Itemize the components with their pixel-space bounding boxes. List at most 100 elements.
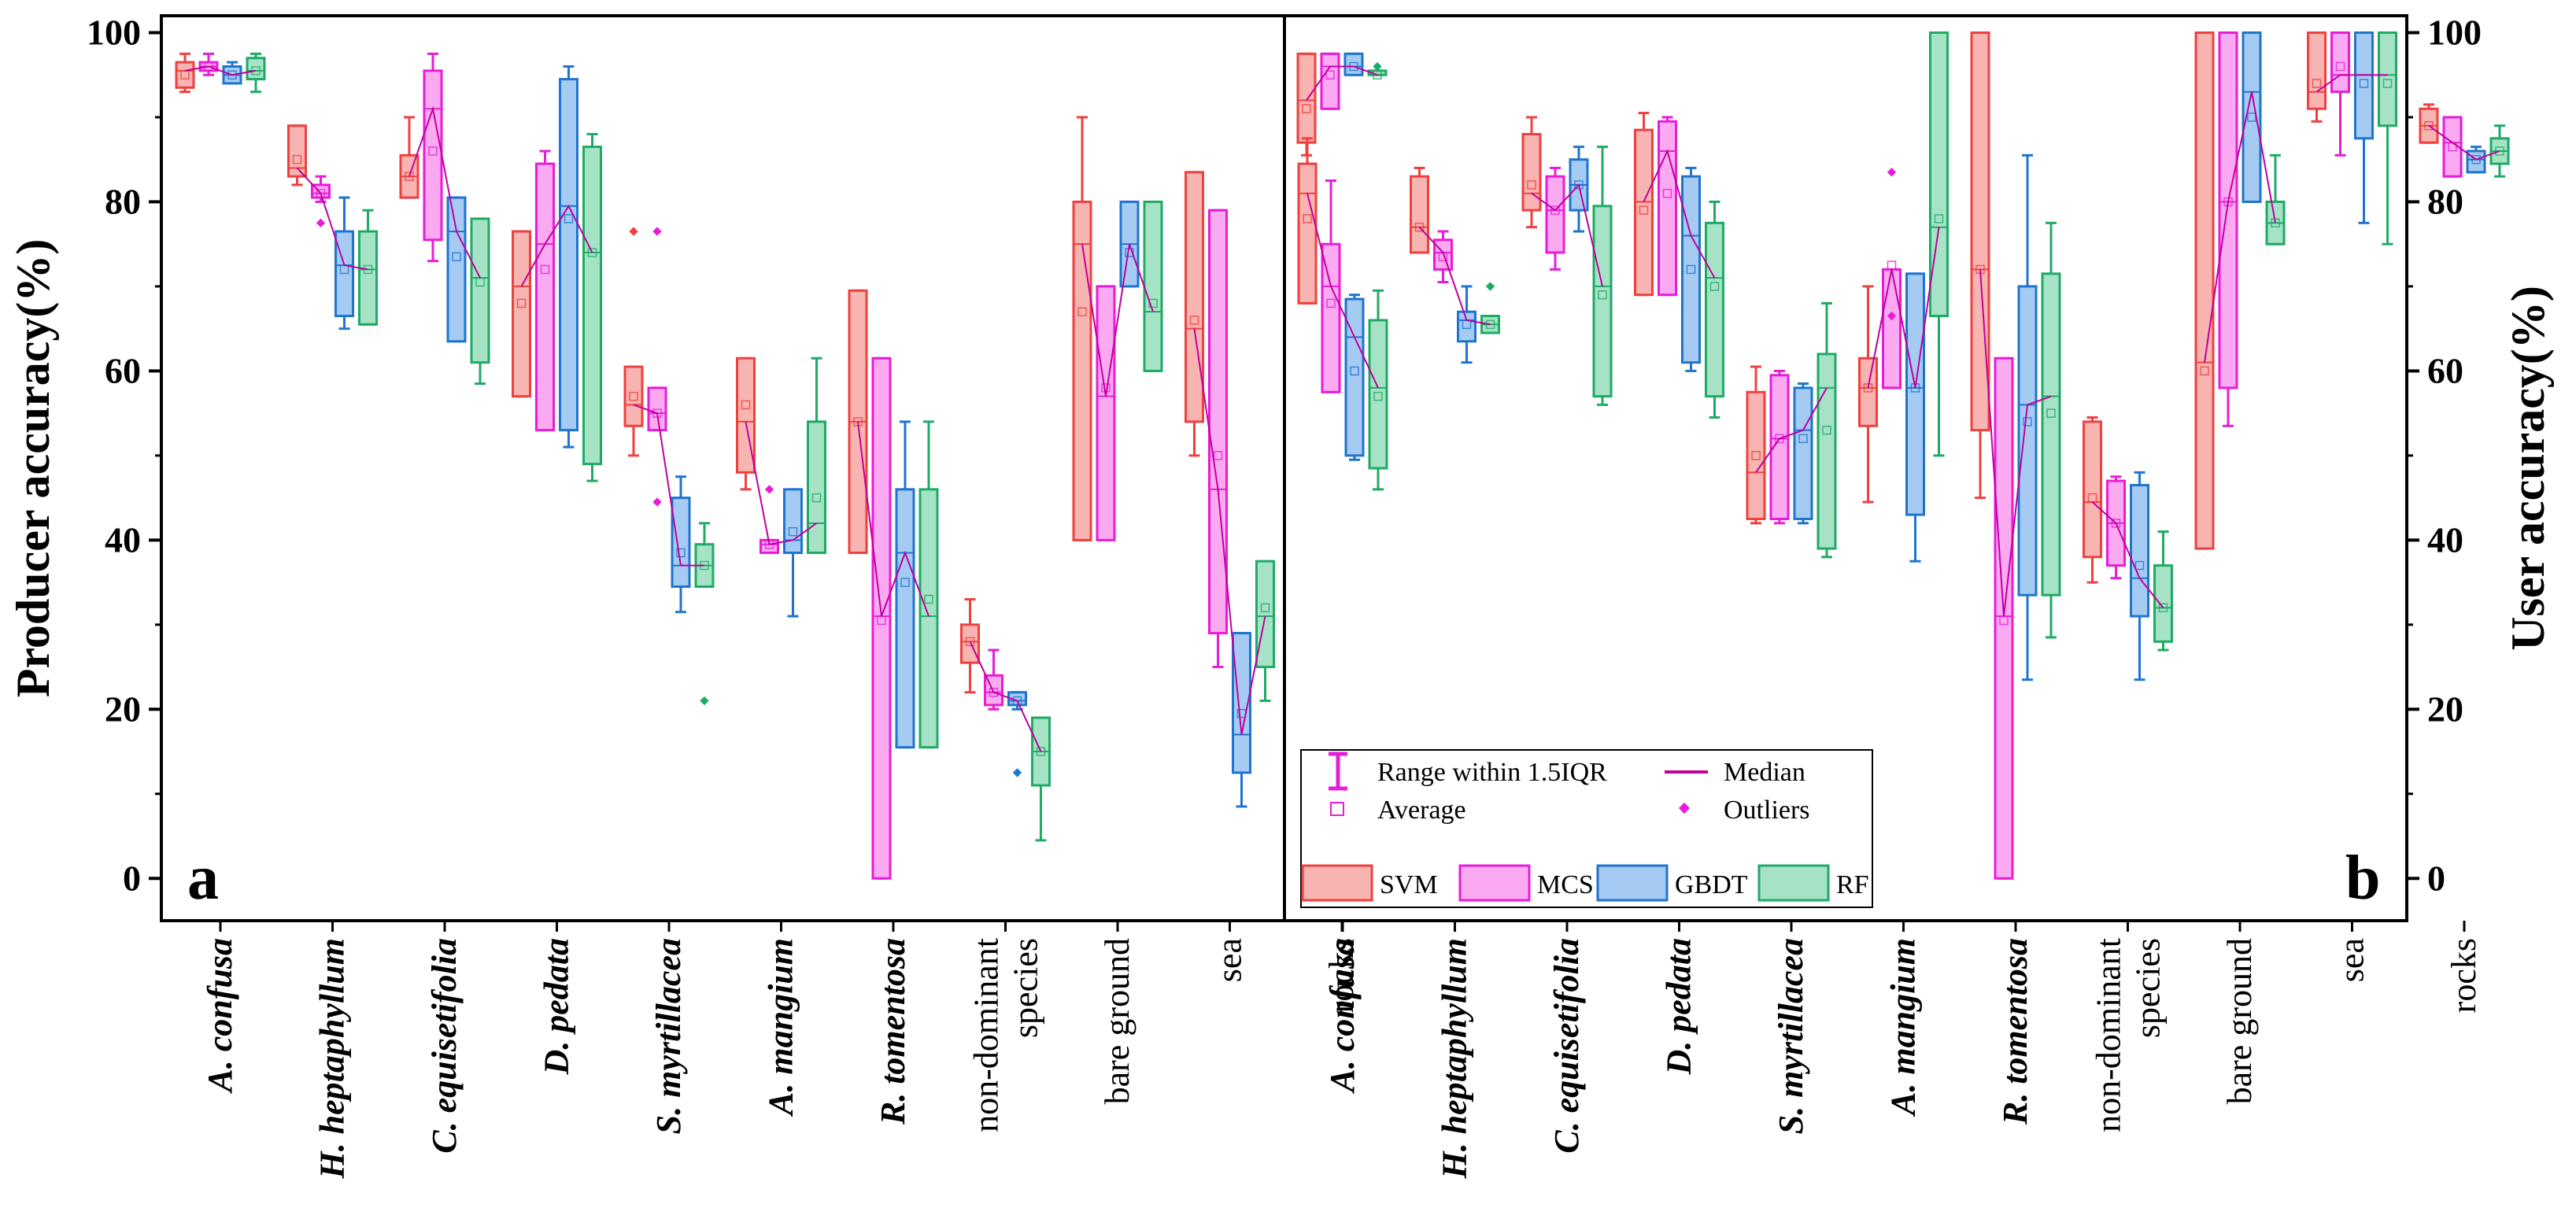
box-rf xyxy=(582,146,602,466)
mean-marker-svm xyxy=(1751,451,1761,460)
y-tick-label-right: 20 xyxy=(2427,689,2463,729)
mean-marker-mcs xyxy=(2111,519,2121,528)
outlier-mcs xyxy=(1887,311,1897,321)
y-tick-label-left: 0 xyxy=(123,858,141,898)
box-gbdt xyxy=(2242,31,2262,203)
legend-median-label: Median xyxy=(1724,758,1805,787)
median-connector xyxy=(184,65,257,76)
category-label: non-dominantspecies xyxy=(2090,938,2168,1132)
category-label: H. heptaphyllum xyxy=(1436,938,1474,1180)
box-rf xyxy=(807,420,826,554)
mean-marker-gbdt xyxy=(900,578,910,587)
mean-marker-rf xyxy=(2382,79,2393,88)
category-label: A. confusa xyxy=(201,938,239,1095)
category-label: sea xyxy=(2333,938,2371,982)
box-gbdt xyxy=(895,488,915,749)
box-gbdt xyxy=(1681,175,1701,364)
mean-marker-gbdt xyxy=(676,548,686,558)
outlier-svm xyxy=(629,227,638,236)
mean-marker-svm xyxy=(1414,222,1425,232)
box-svm xyxy=(2194,31,2215,550)
category-label: rocks xyxy=(2445,938,2483,1013)
box-gbdt xyxy=(783,488,803,554)
mean-marker-rf xyxy=(1036,747,1046,756)
legend: Range within 1.5IQR Average Median Outli… xyxy=(1300,749,1873,908)
box-svm xyxy=(1296,52,1317,144)
legend-swatch-rf xyxy=(1757,864,1830,902)
mean-marker-mcs xyxy=(316,188,326,198)
mean-marker-svm xyxy=(1189,316,1199,325)
legend-average-label: Average xyxy=(1377,796,1466,825)
mean-marker-mcs xyxy=(877,615,886,626)
median-connector xyxy=(1867,227,1940,389)
category-label: R. tomentosa xyxy=(874,938,912,1125)
category-label: A. mangium xyxy=(1884,938,1923,1117)
mean-marker-mcs xyxy=(1999,615,2009,626)
y-tick-label-right: 60 xyxy=(2427,350,2463,390)
outlier-mcs xyxy=(316,218,326,227)
box-gbdt xyxy=(671,497,691,588)
box-gbdt xyxy=(2354,31,2374,140)
category-label: bare ground xyxy=(2220,938,2259,1104)
box-rf xyxy=(1929,31,1949,318)
box-rf xyxy=(246,57,266,81)
box-svm xyxy=(1410,175,1429,254)
median-connector xyxy=(520,204,593,287)
y-axis-title-left: Producer accuracy(%) xyxy=(7,239,59,698)
median-connector xyxy=(1193,328,1266,735)
box-rf xyxy=(358,230,378,326)
legend-models: SVM MCS GBDT RF xyxy=(1301,864,1869,902)
median-connector xyxy=(408,105,481,279)
box-rf xyxy=(2041,272,2061,596)
median-connector xyxy=(969,641,1042,752)
mean-marker-rf xyxy=(2495,146,2504,156)
mean-marker-gbdt xyxy=(1686,264,1696,275)
mean-marker-rf xyxy=(1598,290,1607,300)
y-axis-title-right: User accuracy(%) xyxy=(2502,286,2554,651)
mean-marker-svm xyxy=(1077,307,1087,316)
box-rf xyxy=(1255,559,1275,669)
box-svm xyxy=(960,623,980,664)
mean-marker-svm xyxy=(1639,205,1649,215)
median-connector xyxy=(2315,74,2388,93)
legend-swatch-svm xyxy=(1301,864,1373,902)
mean-marker-mcs xyxy=(1325,70,1335,79)
category-label: C. equisetifolia xyxy=(425,938,464,1154)
mean-marker-rf xyxy=(1822,425,1831,435)
legend-label-gbdt: GBDT xyxy=(1675,870,1748,899)
box-gbdt xyxy=(1793,386,1813,520)
category-label: D. pedata xyxy=(538,938,576,1076)
mean-marker-svm xyxy=(1302,104,1311,113)
median-connector xyxy=(633,404,704,567)
outlier-mcs xyxy=(764,485,774,494)
mean-marker-rf xyxy=(1373,391,1383,401)
box-gbdt xyxy=(1343,52,1364,76)
median-connector xyxy=(1306,193,1379,389)
median-connector xyxy=(1755,387,1828,473)
mean-marker-gbdt xyxy=(2134,560,2145,571)
mean-marker-rf xyxy=(1373,70,1382,79)
legend-label-svm: SVM xyxy=(1380,870,1438,899)
median-connector xyxy=(745,421,818,545)
median-connector xyxy=(1306,65,1378,102)
mean-marker-gbdt xyxy=(2471,154,2481,164)
outlier-mcs xyxy=(1887,168,1897,177)
box-gbdt xyxy=(559,78,578,432)
box-rf xyxy=(470,217,490,364)
y-tick-label-left: 20 xyxy=(105,689,141,729)
box-mcs xyxy=(1658,120,1677,297)
y-tick-label-right: 100 xyxy=(2427,12,2482,52)
median-connector xyxy=(1643,149,1716,279)
mean-marker-svm xyxy=(405,172,414,181)
box-mcs xyxy=(1882,268,1902,390)
box-svm xyxy=(1746,390,1766,520)
mean-marker-gbdt xyxy=(564,214,574,223)
mean-marker-gbdt xyxy=(1350,366,1359,376)
legend-swatch-mcs xyxy=(1458,864,1531,902)
mean-marker-gbdt xyxy=(1574,180,1584,190)
legend-average-icon xyxy=(1330,802,1344,816)
box-gbdt xyxy=(1344,297,1365,457)
box-gbdt xyxy=(1457,310,1476,343)
box-mcs xyxy=(1320,52,1340,110)
